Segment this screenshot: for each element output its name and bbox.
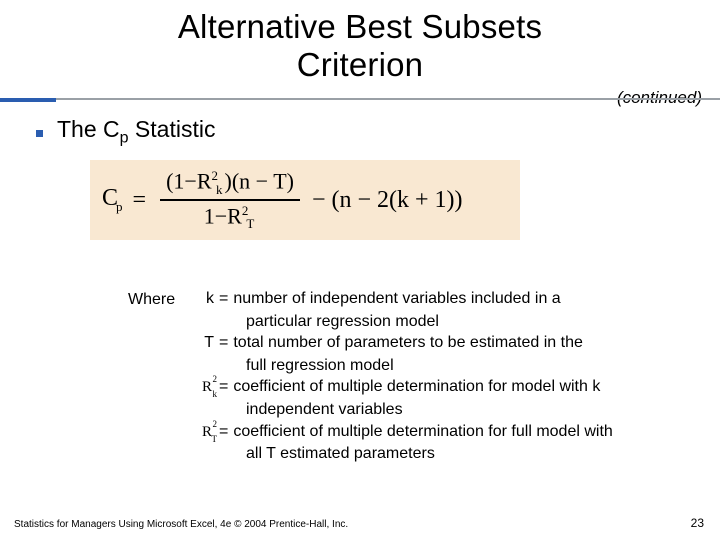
num-minus-2: −	[256, 168, 268, 193]
num-t: T)	[273, 168, 294, 193]
den-r-sub: T	[246, 216, 254, 231]
bullet-text: The Cp Statistic	[57, 116, 215, 148]
denominator: 1−R2T	[198, 203, 263, 232]
footer-text: Statistics for Managers Using Microsoft …	[14, 519, 348, 530]
def-rt-txt: coefficient of multiple determination fo…	[233, 421, 688, 443]
def-k-cont: particular regression model	[246, 311, 688, 333]
equals-sign: =	[133, 187, 147, 214]
num-b: )(n	[225, 168, 251, 193]
bullet-subscript: p	[120, 130, 129, 147]
def-t-eq: =	[214, 332, 233, 354]
def-rk-cont: independent variables	[246, 399, 688, 421]
where-label: Where	[128, 291, 175, 309]
tail-term: (n − 2(k + 1))	[332, 187, 463, 214]
cp-p: p	[116, 199, 123, 214]
def-rk-sym: R2k	[192, 376, 214, 398]
num-r-sub: k	[216, 182, 223, 197]
def-t: T = total number of parameters to be est…	[192, 332, 688, 354]
fraction-bar	[160, 199, 300, 201]
den-r: R	[227, 203, 242, 228]
def-rk: R2k = coefficient of multiple determinat…	[192, 376, 688, 398]
page-number: 23	[691, 516, 704, 530]
slide: Alternative Best Subsets Criterion (cont…	[0, 0, 720, 540]
title-rule	[0, 98, 720, 100]
def-rt: R2T = coefficient of multiple determinat…	[192, 421, 688, 443]
cp-formula: Cp = (1−R2k)(n − T) 1−R2T − (n − 2(k + 1…	[102, 168, 463, 232]
cp-symbol: Cp	[102, 185, 125, 215]
bullet-pre: The C	[57, 116, 120, 142]
formula-box: Cp = (1−R2k)(n − T) 1−R2T − (n − 2(k + 1…	[90, 160, 520, 240]
bullet-item: The Cp Statistic	[36, 116, 215, 148]
title-line-2: Criterion	[297, 46, 424, 83]
num-r: R	[197, 168, 212, 193]
def-t-sym: T	[192, 332, 214, 354]
bullet-post: Statistic	[129, 116, 216, 142]
def-t-txt: total number of parameters to be estimat…	[233, 332, 688, 354]
def-k-eq: =	[214, 288, 233, 310]
def-k-sym: k	[192, 288, 214, 310]
def-rt-cont: all T estimated parameters	[246, 443, 688, 465]
def-rt-sym: R2T	[192, 421, 214, 443]
fraction: (1−R2k)(n − T) 1−R2T	[160, 168, 300, 232]
num-r-sup: 2	[212, 168, 219, 183]
where-block: Where k = number of independent variable…	[128, 288, 688, 465]
slide-title: Alternative Best Subsets Criterion	[20, 8, 700, 84]
den-minus: −	[215, 203, 227, 228]
den-a: 1	[204, 203, 215, 228]
def-k: k = number of independent variables incl…	[192, 288, 688, 310]
numerator: (1−R2k)(n − T)	[160, 168, 300, 197]
num-a: (1	[166, 168, 184, 193]
def-t-cont: full regression model	[246, 355, 688, 377]
r2k-icon: R2k	[202, 377, 214, 397]
num-minus-1: −	[184, 168, 196, 193]
def-k-txt: number of independent variables included…	[233, 288, 688, 310]
tail-minus: −	[312, 187, 326, 214]
definitions: k = number of independent variables incl…	[192, 288, 688, 465]
bullet-icon	[36, 130, 43, 137]
title-line-1: Alternative Best Subsets	[178, 8, 542, 45]
r2t-icon: R2T	[202, 422, 214, 442]
def-rk-txt: coefficient of multiple determination fo…	[233, 376, 688, 398]
